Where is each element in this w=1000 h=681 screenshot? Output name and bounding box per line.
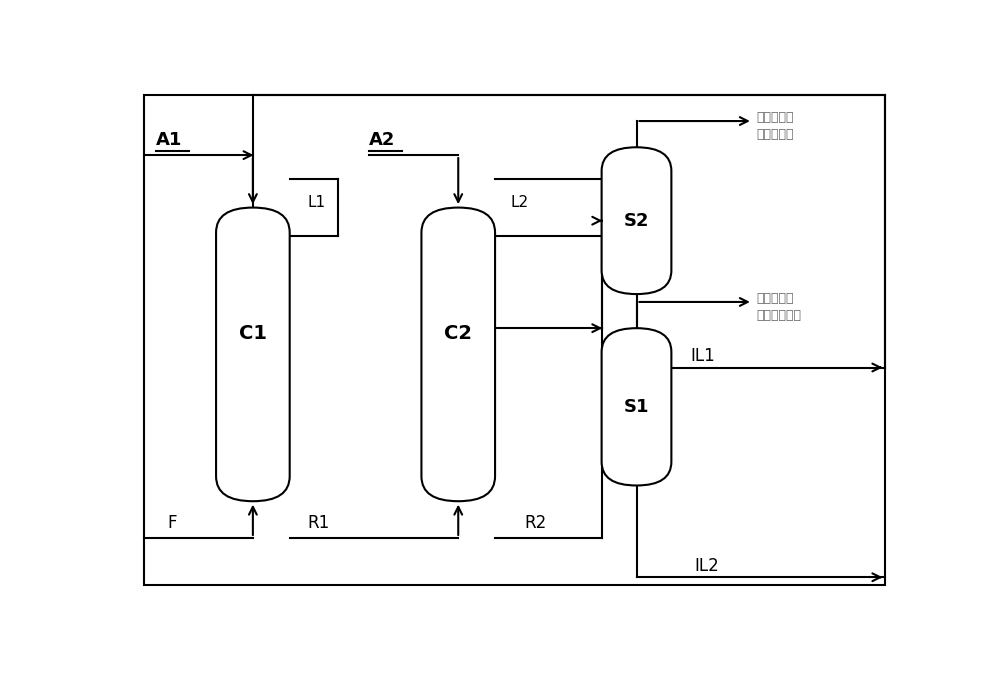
Text: R2: R2 xyxy=(524,514,546,533)
Text: IL2: IL2 xyxy=(695,557,719,575)
Text: R1: R1 xyxy=(307,514,329,533)
Text: L2: L2 xyxy=(511,195,529,210)
FancyBboxPatch shape xyxy=(602,328,671,486)
Text: C1: C1 xyxy=(239,324,267,343)
Text: A1: A1 xyxy=(156,131,182,149)
FancyBboxPatch shape xyxy=(216,208,290,501)
FancyBboxPatch shape xyxy=(602,147,671,294)
Text: L1: L1 xyxy=(307,195,325,210)
Text: A2: A2 xyxy=(369,131,396,149)
Text: 非芳烃（烷
烃、烯烃等）: 非芳烃（烷 烃、烯烃等） xyxy=(757,292,802,322)
FancyBboxPatch shape xyxy=(421,208,495,501)
Text: IL1: IL1 xyxy=(691,347,716,365)
Text: 芳烃（包括
犀环芳烃）: 芳烃（包括 犀环芳烃） xyxy=(757,111,794,141)
Text: F: F xyxy=(168,514,177,533)
Text: C2: C2 xyxy=(444,324,472,343)
Text: S1: S1 xyxy=(624,398,649,416)
Text: S2: S2 xyxy=(624,212,649,229)
